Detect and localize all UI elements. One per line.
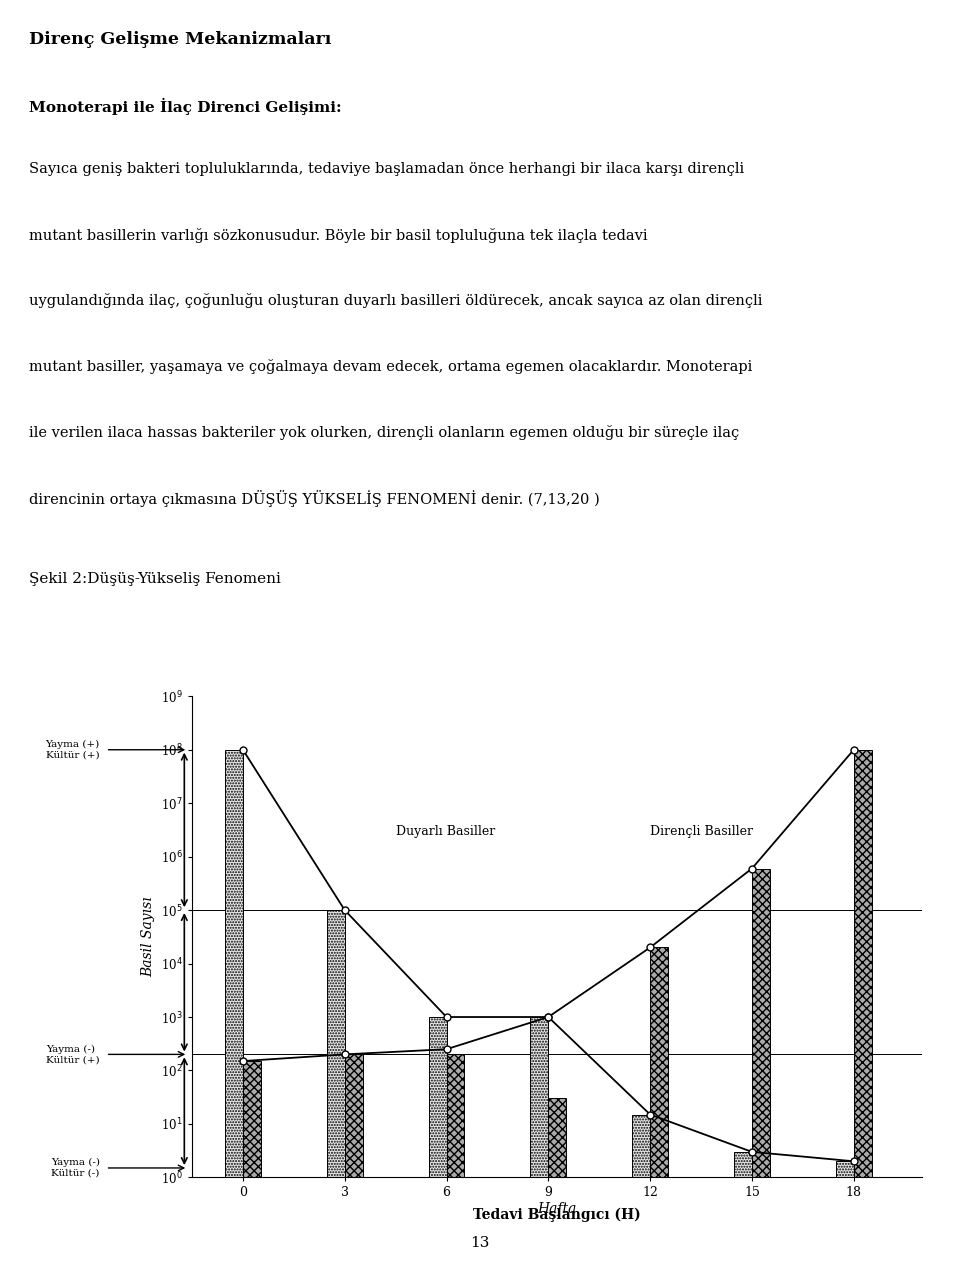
- Text: Yayma (+)
Kültür (+): Yayma (+) Kültür (+): [45, 741, 100, 760]
- Text: Tedavi Başlangıcı (H): Tedavi Başlangıcı (H): [473, 1208, 640, 1222]
- Bar: [548, 1099, 566, 1266]
- Bar: [836, 1161, 853, 1266]
- Text: Monoterapi ile İlaç Direnci Gelişimi:: Monoterapi ile İlaç Direnci Gelişimi:: [29, 99, 342, 115]
- Bar: [428, 1017, 446, 1266]
- Bar: [752, 868, 770, 1266]
- Bar: [734, 1152, 752, 1266]
- Bar: [446, 1055, 465, 1266]
- Text: Sayıca geniş bakteri topluluklarında, tedaviye başlamadan önce herhangi bir ilac: Sayıca geniş bakteri topluluklarında, te…: [29, 162, 744, 176]
- Bar: [326, 910, 345, 1266]
- Text: Şekil 2:Düşüş-Yükseliş Fenomeni: Şekil 2:Düşüş-Yükseliş Fenomeni: [29, 572, 280, 586]
- Bar: [530, 1017, 548, 1266]
- Text: direncinin ortaya çıkmasına DÜŞÜŞ YÜKSELİŞ FENOMENİ denir. (7,13,20 ): direncinin ortaya çıkmasına DÜŞÜŞ YÜKSEL…: [29, 490, 600, 508]
- Bar: [243, 1061, 261, 1266]
- Text: uygulandığında ilaç, çoğunluğu oluşturan duyarlı basilleri öldürecek, ancak sayı: uygulandığında ilaç, çoğunluğu oluşturan…: [29, 294, 762, 309]
- Text: mutant basillerin varlığı sözkonusudur. Böyle bir basil topluluğuna tek ilaçla t: mutant basillerin varlığı sözkonusudur. …: [29, 228, 647, 243]
- Bar: [345, 1055, 363, 1266]
- Text: mutant basiller, yaşamaya ve çoğalmaya devam edecek, ortama egemen olacaklardır.: mutant basiller, yaşamaya ve çoğalmaya d…: [29, 360, 753, 373]
- Bar: [650, 947, 668, 1266]
- Text: Yayma (-)
Kültür (+): Yayma (-) Kültür (+): [46, 1044, 100, 1065]
- Y-axis label: Basil Sayısı: Basil Sayısı: [141, 896, 156, 977]
- Text: Duyarlı Basiller: Duyarlı Basiller: [396, 824, 494, 838]
- Text: 13: 13: [470, 1236, 490, 1250]
- Text: Direnç Gelişme Mekanizmaları: Direnç Gelişme Mekanizmaları: [29, 32, 331, 48]
- X-axis label: Hafta: Hafta: [537, 1203, 577, 1217]
- Text: ile verilen ilaca hassas bakteriler yok olurken, dirençli olanların egemen olduğ: ile verilen ilaca hassas bakteriler yok …: [29, 424, 739, 439]
- Text: Yayma (-)
Kültür (-): Yayma (-) Kültür (-): [51, 1158, 100, 1177]
- Text: Dirençli Basiller: Dirençli Basiller: [650, 824, 754, 838]
- Bar: [225, 749, 243, 1266]
- Bar: [633, 1114, 650, 1266]
- Bar: [853, 749, 872, 1266]
